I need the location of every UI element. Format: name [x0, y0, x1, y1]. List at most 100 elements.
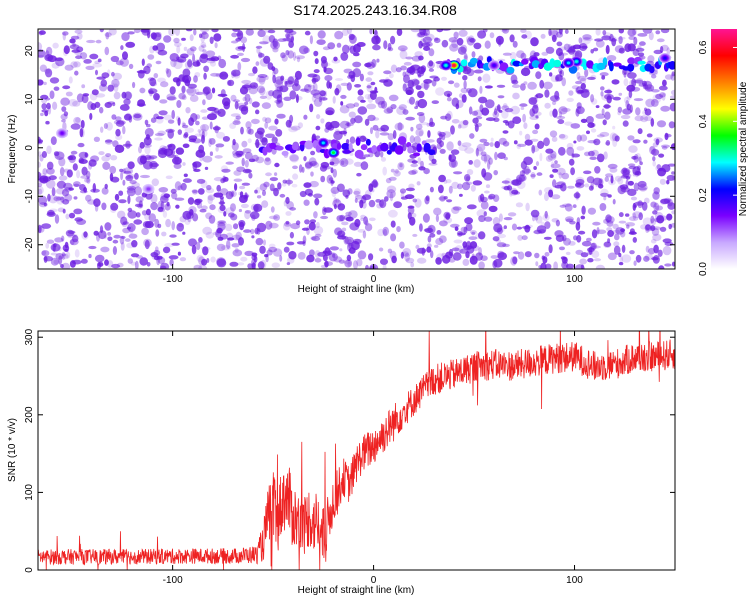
spectrogram-noise	[295, 220, 301, 226]
spectrogram-noise	[425, 41, 433, 47]
spectrogram-noise	[166, 96, 177, 101]
spectrogram-noise	[169, 234, 177, 238]
spectrogram-noise	[63, 168, 70, 173]
spectrogram-noise	[566, 97, 574, 102]
spectrogram-noise	[367, 114, 376, 122]
spectrogram-noise	[322, 250, 328, 254]
spectrogram-noise	[73, 181, 81, 187]
spectrogram-noise	[553, 261, 558, 269]
spectrogram-noise	[202, 246, 209, 256]
spectrogram-noise	[255, 45, 263, 49]
spectrogram-noise	[544, 187, 553, 194]
spectrogram-noise	[593, 138, 601, 146]
spectrogram-noise	[428, 48, 435, 57]
spectrogram-noise	[535, 215, 543, 224]
spectrogram-noise	[100, 79, 108, 87]
spectrogram-noise	[85, 194, 92, 202]
spectrogram-noise	[590, 242, 596, 250]
spectrogram-noise	[573, 192, 581, 199]
spectrogram-noise	[453, 31, 459, 39]
spectrogram-noise	[453, 171, 463, 175]
spectrogram-noise	[308, 221, 316, 231]
spectrogram-noise	[576, 102, 582, 109]
spectrogram-noise	[286, 241, 295, 246]
spectrogram-noise	[120, 235, 126, 239]
spectrogram-noise	[75, 117, 81, 123]
spectrogram-noise	[618, 29, 624, 34]
spectrogram-noise	[399, 241, 405, 249]
spectrogram-noise	[390, 168, 395, 173]
spectrogram-noise	[352, 61, 362, 68]
spectrogram-noise	[494, 141, 501, 149]
spectrogram-noise	[435, 257, 442, 265]
spectrogram-noise	[618, 252, 622, 258]
spectrogram-noise	[314, 197, 320, 206]
spectrogram-noise	[291, 183, 298, 188]
spectrogram-noise	[662, 79, 667, 87]
spectrogram-noise	[306, 254, 315, 263]
spectrogram-noise	[162, 246, 171, 254]
spectrogram-band-cell	[416, 143, 422, 153]
spectrogram-noise	[250, 203, 260, 212]
spectrogram-noise	[285, 196, 290, 205]
spectrogram-noise	[138, 161, 143, 166]
spectrogram-noise	[632, 172, 636, 177]
spectrogram-noise	[294, 70, 302, 80]
spectrogram-noise	[58, 175, 68, 181]
spectrogram-noise	[110, 155, 118, 161]
spectrogram-noise	[659, 215, 668, 221]
spectrogram-noise	[397, 45, 408, 52]
spectrogram-noise	[590, 49, 594, 54]
spectrogram-noise	[145, 154, 152, 160]
spectrogram-noise	[62, 208, 66, 214]
spectrogram-noise	[288, 126, 298, 133]
spectrogram-noise	[522, 225, 531, 229]
spectrogram-noise	[628, 216, 639, 222]
spectrogram-noise	[284, 29, 294, 34]
spectrogram-noise	[583, 37, 593, 42]
spectrogram-noise	[285, 50, 290, 56]
spectrogram-noise	[451, 247, 460, 252]
spectrogram-noise	[577, 89, 585, 94]
spectrogram-noise	[313, 50, 319, 57]
spectrogram-noise	[638, 187, 647, 191]
spectrogram-noise	[548, 189, 554, 198]
spectrogram-noise	[656, 215, 665, 224]
spectrogram-noise	[153, 255, 160, 261]
spectrogram-noise	[600, 91, 604, 97]
spectrogram-noise	[234, 101, 239, 110]
y-tick-label: -10	[24, 189, 35, 204]
spectrogram-noise	[313, 226, 324, 235]
spectrogram-noise	[417, 257, 427, 264]
spectrogram-noise	[227, 79, 235, 87]
spectrogram-noise	[139, 87, 146, 94]
spectrogram-noise	[650, 118, 655, 127]
spectrogram-noise	[272, 47, 279, 53]
spectrogram-noise	[263, 181, 270, 188]
spectrogram-noise	[478, 247, 482, 256]
spectrogram-noise	[587, 207, 597, 215]
spectrogram-noise	[205, 187, 215, 194]
spectrogram-noise	[373, 30, 379, 40]
spectrogram-noise	[439, 140, 444, 148]
spectrogram-noise	[216, 131, 226, 139]
spectrogram-noise	[172, 156, 182, 165]
spectrogram-noise	[282, 222, 291, 231]
spectrogram-noise	[200, 109, 208, 113]
spectrogram-noise	[122, 51, 128, 60]
spectrogram-noise	[630, 196, 638, 201]
spectrogram-noise	[473, 69, 484, 74]
spectrogram-noise	[54, 214, 60, 224]
spectrogram-noise	[110, 205, 117, 213]
spectrogram-noise	[666, 174, 675, 181]
spectrogram-noise	[311, 77, 317, 84]
spectrogram-noise	[646, 86, 653, 92]
spectrogram-noise	[280, 75, 285, 81]
spectrogram-noise	[402, 109, 409, 115]
spectrogram-noise	[284, 80, 295, 88]
spectrogram-noise	[254, 130, 264, 139]
spectrogram-noise	[297, 252, 306, 260]
spectrogram-noise	[250, 228, 255, 235]
spectrogram-noise	[244, 160, 249, 168]
spectrogram-noise	[88, 245, 97, 250]
